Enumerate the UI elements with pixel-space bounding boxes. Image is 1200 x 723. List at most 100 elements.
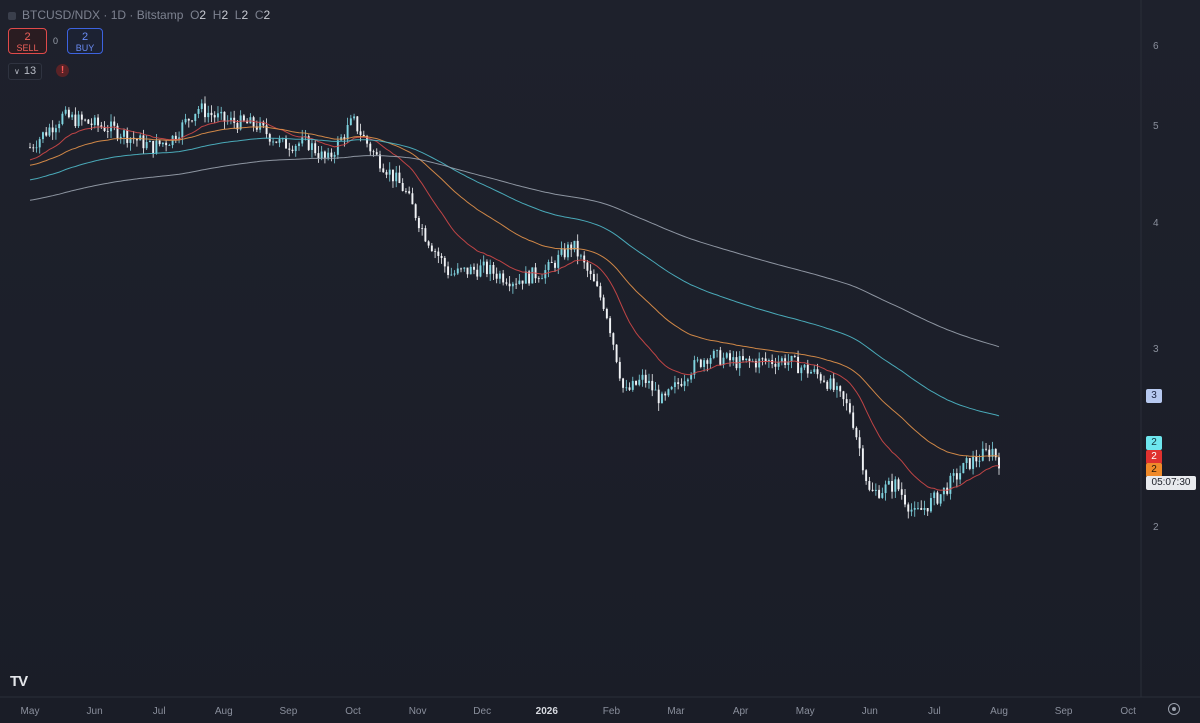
candle	[907, 502, 910, 519]
candle	[547, 259, 550, 278]
candle	[680, 378, 683, 388]
moving-average-line	[29, 120, 1000, 491]
candle	[424, 225, 427, 243]
sell-button[interactable]: 2 SELL	[8, 28, 47, 54]
candle	[84, 118, 87, 122]
candle	[777, 355, 780, 371]
candle	[103, 121, 106, 133]
time-tick-label: Sep	[1055, 706, 1073, 717]
candle	[868, 476, 871, 492]
time-tick-label: Aug	[990, 706, 1008, 717]
gear-icon[interactable]	[1168, 703, 1180, 715]
candle	[991, 441, 994, 461]
candle	[148, 139, 151, 143]
candle	[861, 445, 864, 475]
candle	[923, 500, 926, 516]
candle	[810, 369, 813, 374]
tradingview-logo[interactable]: TV	[10, 673, 28, 690]
candle	[638, 374, 641, 387]
candle	[975, 449, 978, 468]
candle	[518, 273, 521, 285]
candle	[191, 120, 194, 123]
candle	[398, 165, 401, 184]
candle	[174, 132, 177, 143]
candle	[521, 280, 524, 290]
price-tick-label: 5	[1153, 121, 1159, 132]
candle	[686, 377, 689, 387]
symbol-icon	[8, 11, 16, 20]
chevron-down-icon: ∨	[14, 67, 20, 76]
buy-button[interactable]: 2 BUY	[67, 28, 103, 54]
low-value: 2	[241, 8, 249, 22]
candle	[132, 131, 135, 144]
indicators-toggle[interactable]: ∨ 13	[8, 63, 43, 80]
candle	[460, 267, 462, 273]
candle	[359, 123, 362, 142]
candle	[955, 468, 958, 488]
candle	[54, 124, 57, 140]
time-tick-label: Apr	[733, 706, 749, 717]
candle	[498, 270, 501, 284]
candle	[962, 462, 965, 474]
candle	[823, 375, 825, 383]
candle	[994, 448, 997, 461]
candle	[884, 480, 887, 501]
candle	[48, 123, 51, 137]
candle	[385, 169, 388, 179]
candle	[936, 490, 939, 505]
candle	[223, 111, 226, 130]
candle	[453, 270, 456, 277]
candle	[294, 144, 297, 157]
time-tick-label: Jun	[87, 706, 103, 717]
candle	[900, 482, 903, 500]
moving-average-lines	[29, 120, 1000, 491]
time-tick-label: 2026	[536, 706, 559, 717]
candle	[482, 255, 485, 273]
candle	[268, 132, 271, 146]
candle	[395, 166, 398, 188]
candle	[845, 393, 848, 411]
candle	[677, 378, 680, 390]
candle	[495, 267, 498, 284]
moving-average-line	[29, 126, 1000, 458]
candle	[965, 456, 968, 470]
candle	[917, 502, 919, 510]
candle	[200, 99, 203, 113]
candle	[447, 261, 450, 279]
candle	[959, 465, 962, 485]
candle	[417, 215, 420, 233]
moving-average-line	[29, 137, 1000, 417]
time-tick-label: Nov	[409, 706, 427, 717]
candle	[178, 131, 181, 144]
candle	[135, 138, 138, 147]
candle	[648, 373, 650, 389]
interval-label[interactable]: 1D	[110, 8, 127, 22]
candle	[874, 483, 877, 496]
candle	[972, 450, 975, 475]
symbol-name[interactable]: BTCUSD/NDX	[22, 8, 101, 22]
candle	[450, 267, 453, 276]
candle	[479, 259, 482, 278]
candle	[670, 385, 673, 391]
candle	[855, 426, 858, 440]
candle	[106, 125, 109, 139]
buy-price: 2	[81, 31, 89, 43]
candle	[145, 135, 148, 151]
candle	[362, 130, 365, 137]
candle	[41, 131, 44, 144]
candle	[742, 348, 744, 362]
candle	[298, 141, 300, 151]
candle	[531, 267, 534, 284]
candle	[644, 369, 647, 388]
candle	[813, 365, 816, 374]
candle	[579, 253, 582, 260]
candle	[437, 247, 440, 264]
candle	[832, 372, 835, 393]
candle	[473, 263, 475, 275]
candle	[871, 482, 874, 492]
candle	[933, 490, 936, 506]
candle	[58, 120, 61, 133]
candle	[356, 116, 359, 135]
warning-icon[interactable]: !	[56, 64, 69, 77]
